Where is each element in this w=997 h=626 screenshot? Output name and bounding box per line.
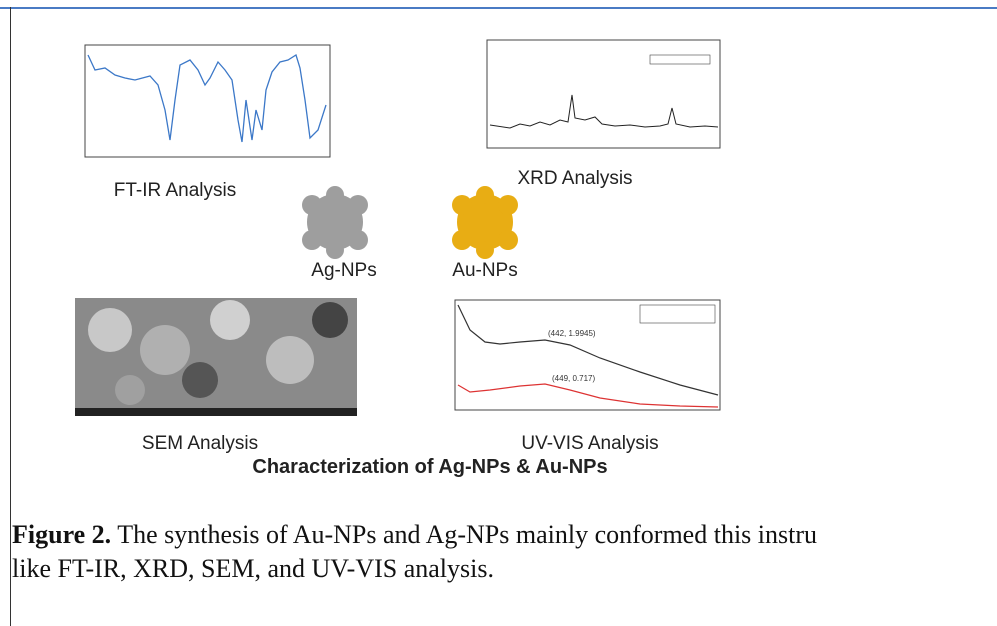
caption-text: like FT-IR, XRD, SEM, and UV-VIS analysi…	[12, 554, 494, 583]
caption-line: like FT-IR, XRD, SEM, and UV-VIS analysi…	[12, 554, 997, 584]
panel-label: Ag-NPs	[311, 260, 376, 282]
panel-label: UV-VIS Analysis	[521, 433, 658, 455]
xrd-plot	[487, 40, 720, 148]
panel-label: FT-IR Analysis	[114, 180, 236, 202]
caption-label: Figure 2.	[12, 520, 111, 549]
ag-nanoparticle	[302, 186, 368, 259]
caption-text: The synthesis of Au-NPs and Ag-NPs mainl…	[117, 520, 817, 549]
uvvis-plot: (442, 1.9945) (449, 0.717)	[455, 300, 720, 410]
panel-label: SEM Analysis	[142, 433, 258, 455]
au-nanoparticle	[452, 186, 518, 259]
caption-line: Figure 2. The synthesis of Au-NPs and Ag…	[12, 520, 997, 550]
panel-label: Au-NPs	[452, 260, 517, 282]
sem-image	[75, 298, 357, 416]
ftir-plot	[85, 45, 330, 157]
figure-title: Characterization of Ag-NPs & Au-NPs	[252, 456, 607, 479]
uvvis-annotation: (449, 0.717)	[552, 374, 595, 383]
page: {"figure": { "panels": {"ftir": "FT-IR A…	[0, 0, 997, 626]
panel-label: XRD Analysis	[517, 168, 632, 190]
uvvis-annotation: (442, 1.9945)	[548, 329, 596, 338]
